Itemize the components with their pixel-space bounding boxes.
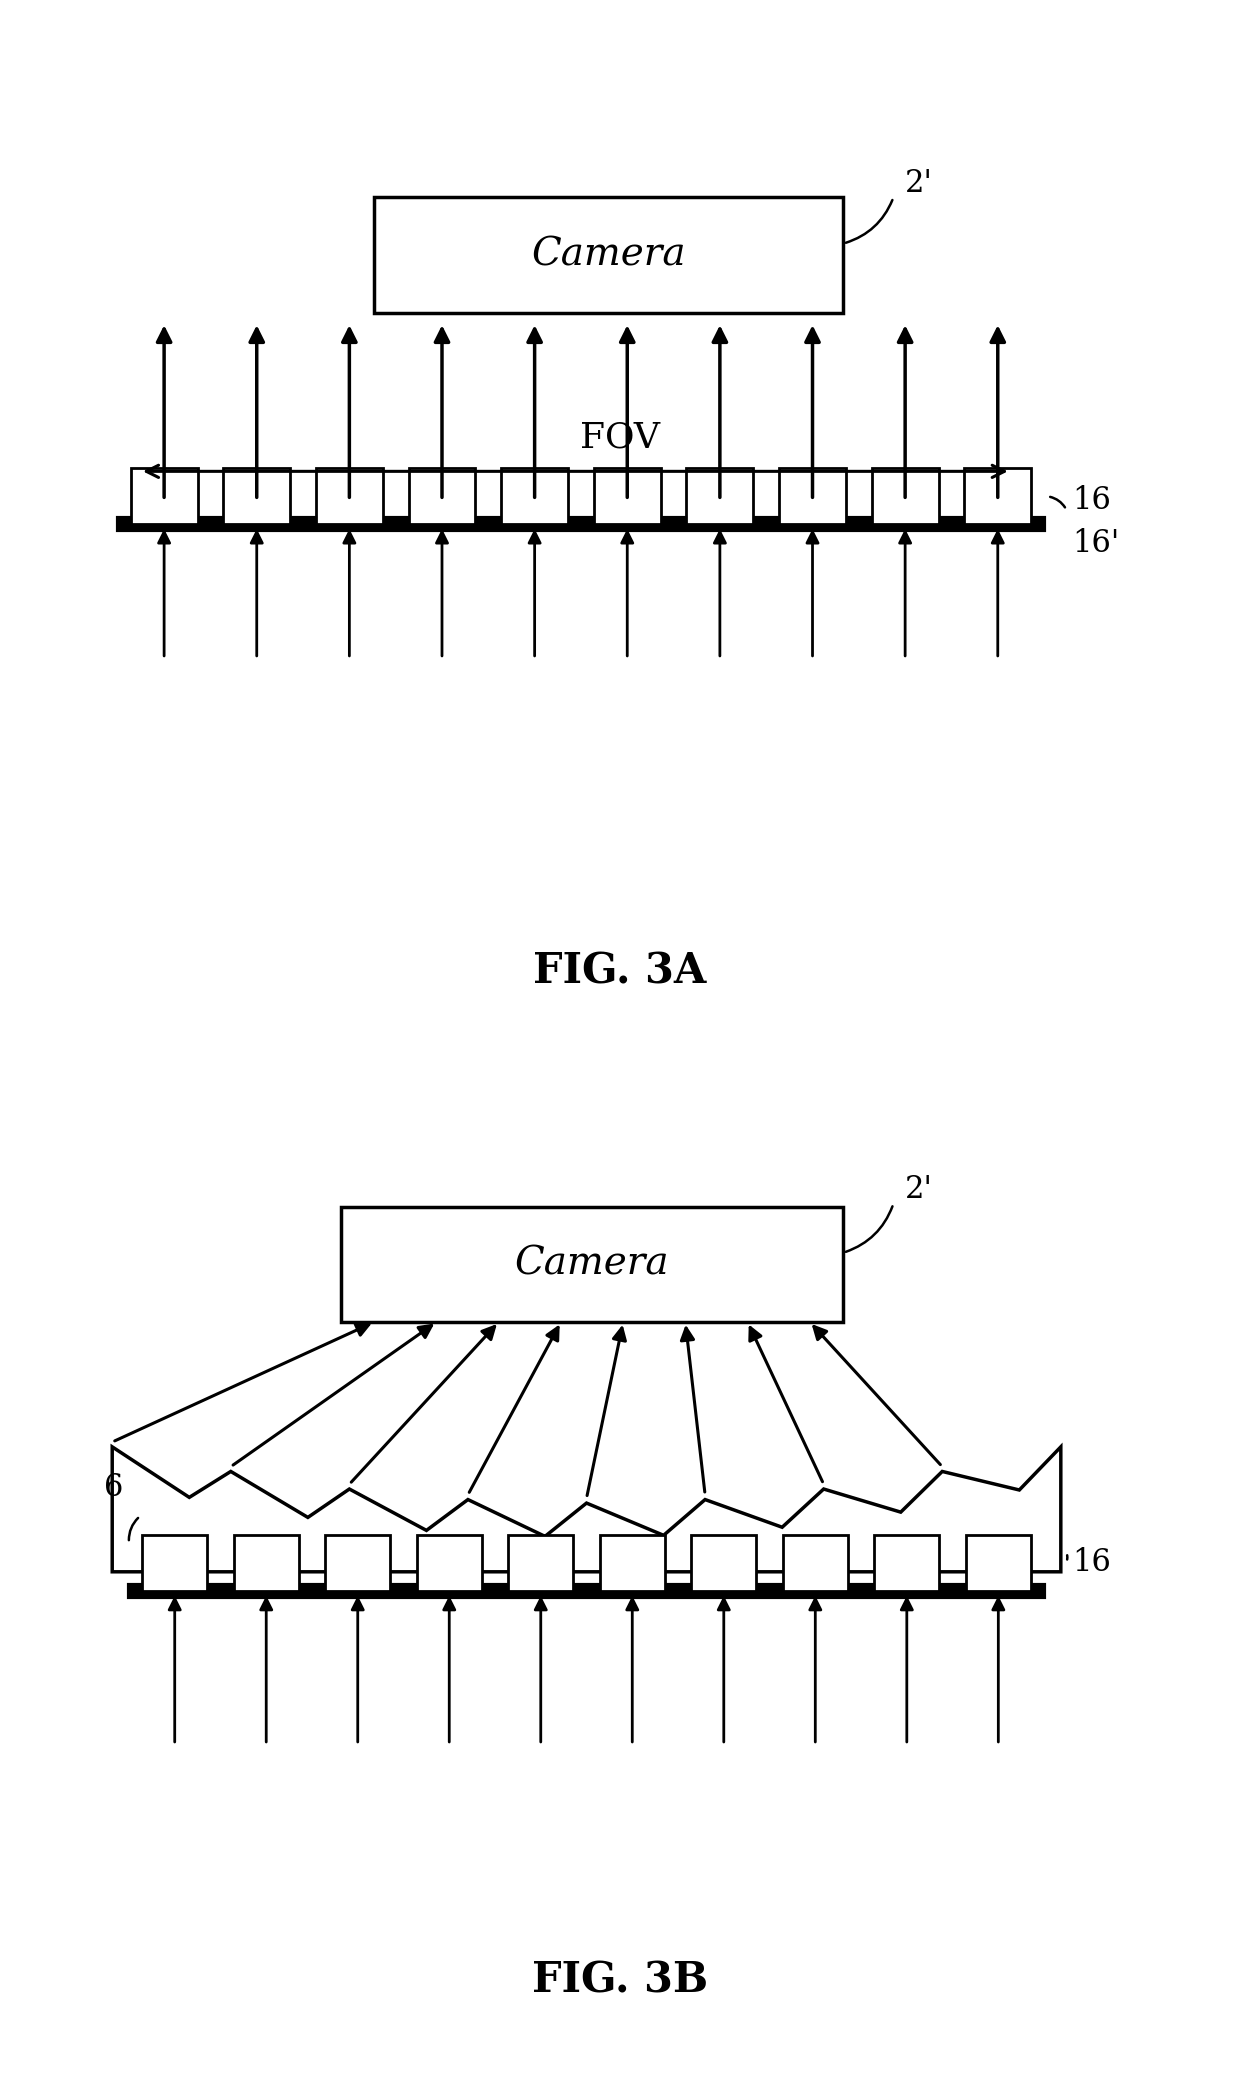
Text: FOV: FOV (580, 419, 660, 455)
Text: FIG. 3A: FIG. 3A (533, 949, 707, 991)
Bar (316, 470, 383, 524)
Bar (872, 470, 939, 524)
Bar (341, 1207, 843, 1323)
Text: 16: 16 (1071, 1547, 1111, 1578)
Bar (600, 1534, 665, 1591)
Bar (130, 470, 197, 524)
Bar (874, 1534, 939, 1591)
Bar (223, 470, 290, 524)
Bar (325, 1534, 391, 1591)
Bar (143, 1534, 207, 1591)
Bar (782, 1534, 848, 1591)
Text: 16': 16' (1071, 528, 1120, 560)
Bar (417, 1534, 481, 1591)
Text: 2': 2' (905, 1174, 932, 1205)
Bar (408, 470, 475, 524)
Polygon shape (112, 1446, 1061, 1572)
Bar (374, 197, 843, 312)
Text: 6: 6 (104, 1471, 123, 1503)
Bar (966, 1534, 1030, 1591)
Text: 16: 16 (1071, 484, 1111, 516)
Bar (687, 470, 754, 524)
Bar (779, 470, 846, 524)
Bar (118, 518, 1044, 530)
Text: FIG. 3B: FIG. 3B (532, 1960, 708, 2002)
Bar (965, 470, 1032, 524)
Bar (129, 1585, 1044, 1597)
Bar (508, 1534, 573, 1591)
Bar (594, 470, 661, 524)
Text: 2': 2' (905, 168, 932, 199)
Bar (501, 470, 568, 524)
Text: Camera: Camera (515, 1245, 670, 1283)
Bar (234, 1534, 299, 1591)
Text: Camera: Camera (532, 237, 686, 275)
Bar (692, 1534, 756, 1591)
